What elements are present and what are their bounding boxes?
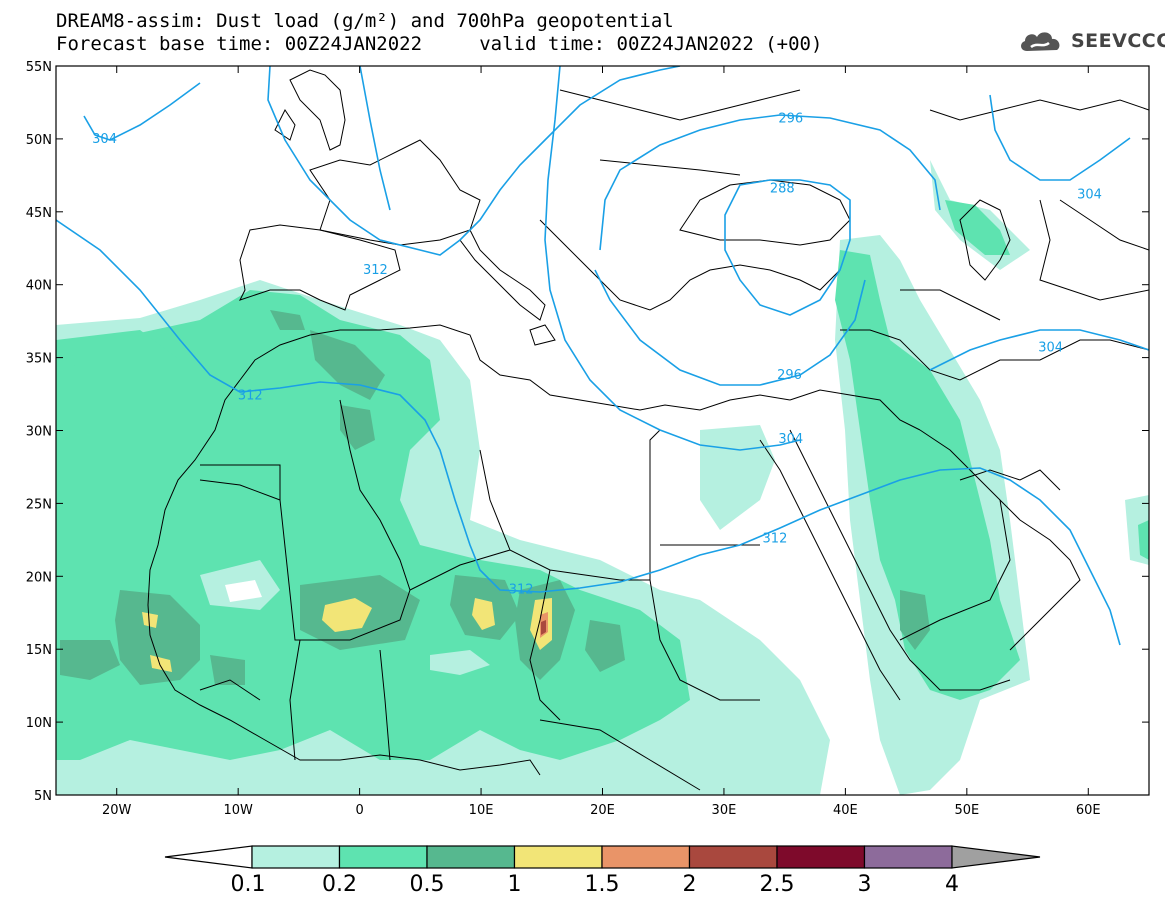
colorbar-segment	[251, 845, 341, 869]
colorbar-segment	[863, 845, 953, 869]
lon-tick-label: 0	[355, 803, 363, 818]
lat-tick-label: 35N	[26, 352, 52, 367]
contour-label: 304	[92, 132, 117, 147]
lat-tick-label: 50N	[26, 133, 52, 148]
colorbar-level-label: 1	[507, 872, 522, 897]
colorbar-segment	[688, 845, 778, 869]
lon-tick-label: 20W	[102, 803, 132, 818]
colorbar-segment	[338, 845, 428, 869]
cloud-icon	[1021, 32, 1060, 51]
colorbar-level-label: 3	[857, 872, 872, 897]
lon-tick-label: 40E	[833, 803, 858, 818]
colorbar-level-label: 4	[945, 872, 959, 897]
contour-label: 312	[763, 531, 788, 546]
colorbar-level-label: 0.5	[409, 872, 445, 897]
coastlines-borders	[147, 69, 1149, 791]
colorbar-segment	[776, 845, 866, 869]
lat-tick-label: 5N	[34, 789, 52, 804]
contour-label: 296	[777, 368, 802, 383]
lat-tick-label: 45N	[26, 206, 52, 221]
lat-axis: 55N 50N 45N 40N 35N 30N 25N 20N 15N 10N 5N	[26, 60, 1149, 804]
lat-tick-label: 25N	[26, 497, 52, 512]
lat-tick-label: 10N	[26, 716, 52, 731]
colorbar-level-label: 2	[682, 872, 697, 897]
lon-tick-label: 10W	[223, 803, 253, 818]
colorbar-under-triangle	[164, 845, 253, 869]
geopotential-contours	[56, 66, 1149, 646]
colorbar-level-label: 2.5	[759, 872, 795, 897]
lon-tick-label: 50E	[954, 803, 979, 818]
contour-labels: 304 312 312 312 312 296 288 296 304 304 304	[92, 111, 1102, 597]
colorbar-level-label: 1.5	[584, 872, 620, 897]
colorbar-segment	[513, 845, 603, 869]
contour-label: 288	[770, 181, 795, 196]
logo-text: SEEVCCC	[1071, 30, 1165, 52]
lat-tick-label: 30N	[26, 425, 52, 440]
colorbar-segment	[601, 845, 691, 869]
colorbar-level-label: 0.1	[230, 872, 266, 897]
colorbar-segment	[426, 845, 516, 869]
contour-label: 296	[778, 111, 803, 126]
lon-tick-label: 60E	[1076, 803, 1101, 818]
lon-tick-label: 30E	[712, 803, 737, 818]
lon-tick-label: 10E	[469, 803, 494, 818]
map-title: DREAM8-assim: Dust load (g/m²) and 700hP…	[56, 10, 674, 32]
contour-label: 304	[778, 432, 803, 447]
lat-tick-label: 15N	[26, 643, 52, 658]
lat-tick-label: 20N	[26, 570, 52, 585]
contour-label: 312	[363, 263, 388, 278]
forecast-time-line: Forecast base time: 00Z24JAN2022 valid t…	[56, 33, 823, 55]
contour-label: 312	[509, 582, 534, 597]
seevccc-logo: SEEVCCC	[1017, 26, 1165, 56]
contour-label: 304	[1077, 187, 1102, 202]
lon-axis: 20W 10W 0 10E 20E 30E 40E 50E 60E	[102, 66, 1101, 818]
colorbar-level-label: 0.2	[322, 872, 357, 897]
colorbar	[164, 845, 1041, 869]
colorbar-over-triangle	[951, 845, 1041, 869]
lat-tick-label: 55N	[26, 60, 52, 75]
lat-tick-label: 40N	[26, 279, 52, 294]
lon-tick-label: 20E	[590, 803, 615, 818]
contour-label: 312	[238, 389, 263, 404]
contour-label: 304	[1038, 340, 1063, 355]
